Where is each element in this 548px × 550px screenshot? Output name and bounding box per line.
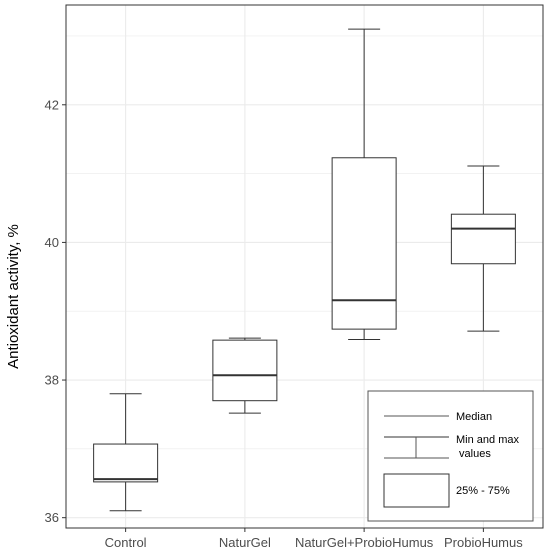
box-control: [93, 393, 159, 512]
legend-iqr-label: 25% - 75%: [456, 485, 510, 497]
x-tick-label: ProbioHumus: [444, 535, 523, 550]
panel-border: [65, 4, 544, 529]
box-naturgel: [212, 337, 278, 414]
iqr-box: [331, 157, 397, 330]
legend-median-label: Median: [456, 411, 492, 423]
axes: 36 38 40 42 Control NaturGel NaturGel+ProbioHu…: [45, 97, 524, 550]
legend-minmax-label: Min and max values: [456, 434, 519, 460]
y-tick-label: 40: [45, 235, 59, 250]
box-naturgel-probiohumus: [331, 28, 397, 340]
iqr-box: [93, 443, 159, 483]
y-tick-label: 42: [45, 97, 59, 112]
iqr-box: [450, 213, 516, 265]
legend: Median Min and max values 25% - 75%: [367, 390, 534, 522]
box-probiohumus: [450, 165, 516, 332]
iqr-box: [212, 339, 278, 402]
x-tick-label: NaturGel: [219, 535, 271, 550]
y-tick-label: 38: [45, 373, 59, 388]
legend-iqr-key: [383, 473, 450, 508]
x-tick-label: Control: [105, 535, 147, 550]
x-tick-label: NaturGel+ProbioHumus: [295, 535, 434, 550]
boxes: [93, 28, 516, 512]
y-tick-label: 36: [45, 510, 59, 525]
y-axis-title: Antioxidant activity, %: [5, 224, 22, 369]
